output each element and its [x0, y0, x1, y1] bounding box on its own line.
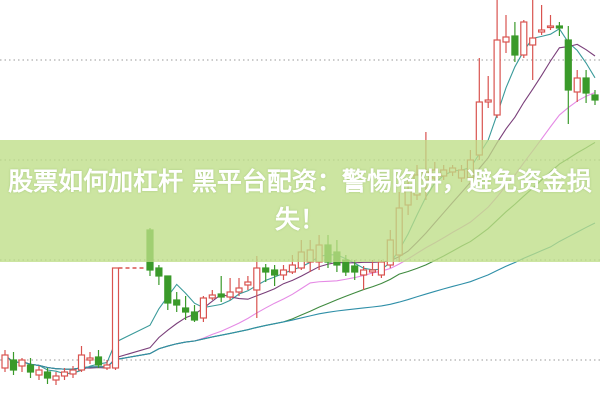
candle-up — [226, 278, 234, 300]
candle-body — [573, 77, 581, 93]
candle-down — [26, 358, 35, 378]
candle-up — [199, 296, 207, 322]
candle-down — [564, 26, 572, 124]
candle-body — [9, 359, 18, 371]
candle-down — [591, 90, 599, 105]
candle-up — [368, 260, 377, 276]
candle-body — [103, 364, 111, 369]
candle-body — [77, 354, 86, 371]
candle-body — [582, 77, 590, 94]
candle-body — [1, 354, 9, 369]
candle-down — [155, 265, 163, 285]
candle-down — [351, 260, 359, 280]
candle-body — [368, 269, 377, 273]
candle-up — [253, 256, 261, 318]
candle-body — [235, 287, 243, 293]
candle-body — [262, 267, 270, 273]
candle-body — [271, 269, 279, 276]
candle-body — [529, 37, 537, 46]
candle-body — [52, 375, 60, 381]
candle-down — [164, 275, 172, 310]
candle-body — [199, 297, 207, 319]
candle-up — [502, 15, 510, 53]
candle-body — [155, 267, 163, 277]
candle-body — [60, 371, 69, 377]
candle-body — [43, 371, 52, 379]
candle-down — [271, 265, 279, 286]
candle-down — [43, 368, 52, 384]
candle-up — [69, 366, 77, 378]
candle-body — [86, 357, 94, 361]
candle-down — [190, 305, 199, 322]
article-title: 股票如何加杠杆 黑平台配资：警惕陷阱，避免资金损失！ — [8, 167, 592, 234]
candle-body — [591, 94, 599, 101]
candle-body — [208, 294, 216, 299]
candle-down — [9, 352, 18, 375]
candle-body — [217, 293, 225, 298]
candle-up — [360, 266, 368, 290]
candle-down — [173, 292, 181, 312]
candle-up — [60, 368, 69, 380]
candle-body — [546, 25, 555, 29]
candle-body — [484, 99, 492, 103]
candle-body — [493, 39, 501, 116]
candle-body — [244, 281, 252, 286]
candle-body — [520, 21, 528, 56]
candle-down — [94, 350, 103, 368]
title-banner: 股票如何加杠杆 黑平台配资：警惕陷阱，避免资金损失！ — [0, 140, 600, 262]
candle-down — [582, 70, 590, 103]
candle-body — [502, 36, 510, 43]
candle-up — [52, 372, 60, 385]
candle-body — [360, 269, 368, 276]
candle-body — [279, 269, 288, 276]
candle-up — [77, 346, 86, 372]
candle-body — [111, 267, 120, 369]
candle-body — [182, 307, 190, 313]
candle-up — [208, 290, 216, 300]
candle-down — [217, 276, 225, 302]
candle-down — [511, 22, 519, 62]
candle-up — [86, 352, 94, 364]
candle-body — [377, 261, 385, 276]
candle-body — [537, 29, 546, 33]
candle-body — [69, 369, 77, 375]
candle-body — [35, 369, 43, 376]
candle-up — [1, 350, 9, 372]
candle-up — [529, 0, 537, 80]
candle-body — [555, 25, 564, 29]
candle-down — [555, 22, 564, 36]
candle-body — [511, 35, 519, 56]
candle-body — [564, 39, 572, 91]
candle-up — [244, 276, 252, 290]
candle-up — [35, 366, 43, 380]
candle-down — [262, 264, 270, 282]
candle-up — [546, 15, 555, 30]
ma60-line — [4, 222, 596, 370]
candle-up — [493, 0, 501, 118]
candle-body — [18, 359, 26, 367]
candle-up — [484, 76, 492, 108]
candle-down — [182, 296, 190, 320]
candle-body — [288, 264, 296, 273]
candle-body — [173, 299, 181, 306]
candle-up — [537, 5, 546, 35]
candle-body — [190, 311, 199, 321]
candle-body — [26, 364, 35, 373]
candle-body — [226, 291, 234, 298]
candle-up — [377, 260, 385, 278]
candle-up — [520, 20, 528, 58]
candle-up — [279, 265, 288, 280]
candle-up — [111, 267, 120, 370]
candle-up — [573, 70, 581, 102]
candle-body — [94, 356, 103, 366]
candle-body — [253, 267, 261, 291]
candle-up — [103, 360, 111, 370]
candle-body — [164, 275, 172, 304]
candle-body — [351, 265, 359, 273]
candle-up — [235, 278, 243, 296]
candle-up — [18, 358, 26, 372]
